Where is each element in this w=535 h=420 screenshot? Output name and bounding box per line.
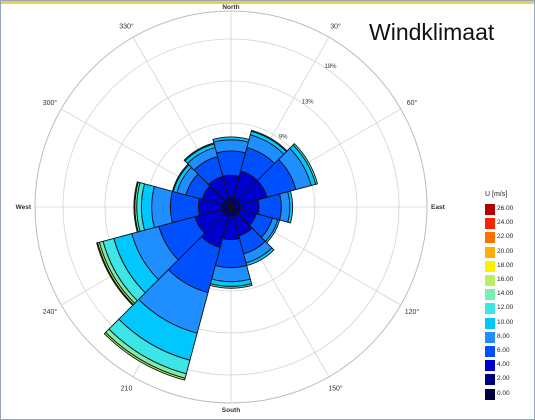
legend-label: 20.00 [497,247,514,255]
legend-entry: 18.00 [485,260,533,272]
legend-label: 16.00 [497,276,514,283]
legend-swatch [485,346,495,357]
sector-330 [183,142,232,209]
legend-entry: 8.00 [485,331,533,343]
legend-label: 18.00 [497,261,514,269]
legend-label: 6.00 [497,347,510,354]
speed-legend: U [m/s] 26.00 24.00 22.00 20.00 18.00 16.00 14… [485,191,533,411]
sector-90-bin-3 [279,191,291,223]
radial-label-2: 18% [324,64,337,70]
radial-label-0: 9% [279,135,288,141]
angle-label-210: 210 [121,385,133,392]
legend-swatch [485,246,495,258]
angle-label-120: 120° [405,308,420,316]
sector-180-bin-3 [211,265,251,283]
legend-label: 24.00 [497,219,514,227]
sector-270-bin-7 [133,181,139,233]
legend-label: 0.00 [497,389,510,397]
legend-entry: 4.00 [485,360,533,372]
wind-rose-sectors [96,129,319,381]
angle-label-330: 330° [119,23,134,31]
east-label: East [431,204,446,211]
legend-label: 22.00 [497,233,514,241]
sector-330-bin-5 [183,142,215,162]
sector-0-bin-3 [213,139,249,154]
south-label: South [222,407,240,414]
sector-60-bin-5 [292,143,319,185]
angle-label-30: 30° [330,23,341,31]
sector-240 [96,206,233,306]
sector-120 [229,206,281,244]
legend-swatch [485,275,495,286]
legend-swatch [485,317,495,329]
legend-entry: 10.00 [485,317,533,329]
legend-label: 4.00 [497,361,510,369]
legend-swatch [485,260,495,272]
legend-swatch [485,232,495,244]
north-label: North [222,4,239,11]
legend-swatch [485,218,495,230]
sector-210 [103,205,232,381]
sector-150 [230,205,275,267]
legend-entry: 22.00 [485,232,533,244]
sector-210-bin-7 [103,331,186,381]
angle-label-300: 300° [43,99,58,107]
legend-swatch [485,303,495,315]
legend-entry: 0.00 [485,388,533,400]
legend-title: U [m/s] [485,191,508,198]
chart-title: Windklimaat [369,19,495,45]
legend-label: 26.00 [497,205,514,212]
legend-swatch [485,388,495,400]
legend-entry: 2.00 [485,374,533,386]
legend-swatch [485,331,495,343]
legend-entry: 16.00 [485,275,533,286]
legend-swatch [485,374,495,386]
legend-entry: 24.00 [485,218,533,230]
axis-labels: North South East West 30° 60° 120° 150° 210 240° 3… [16,4,446,414]
radial-label-1: 13% [302,99,315,105]
legend-entry: 6.00 [485,346,533,357]
legend-entry: 14.00 [485,289,533,301]
legend-label: 14.00 [497,290,514,298]
legend-label: 12.00 [497,304,514,312]
sector-180 [209,205,253,289]
legend-entry: 20.00 [485,246,533,258]
sector-270-bin-3 [151,185,173,229]
legend-entry: 12.00 [485,303,533,315]
angle-label-150: 150° [328,384,343,392]
legend-label: 2.00 [497,375,510,383]
sector-270 [133,181,233,233]
sector-90-bin-4 [287,190,293,224]
legend-swatch [485,289,495,301]
legend-label: 10.00 [497,318,514,326]
legend-swatch [485,360,495,372]
angle-label-60: 60° [407,99,418,107]
west-label: West [16,204,32,211]
legend-entry: 26.00 [485,204,533,215]
sector-240-bin-8 [96,242,134,306]
sector-60 [229,143,319,208]
sector-30 [230,129,288,209]
legend-swatch [485,204,495,215]
legend-label: 8.00 [497,332,510,340]
top-strip [1,1,534,4]
angle-label-240: 240° [43,308,58,316]
